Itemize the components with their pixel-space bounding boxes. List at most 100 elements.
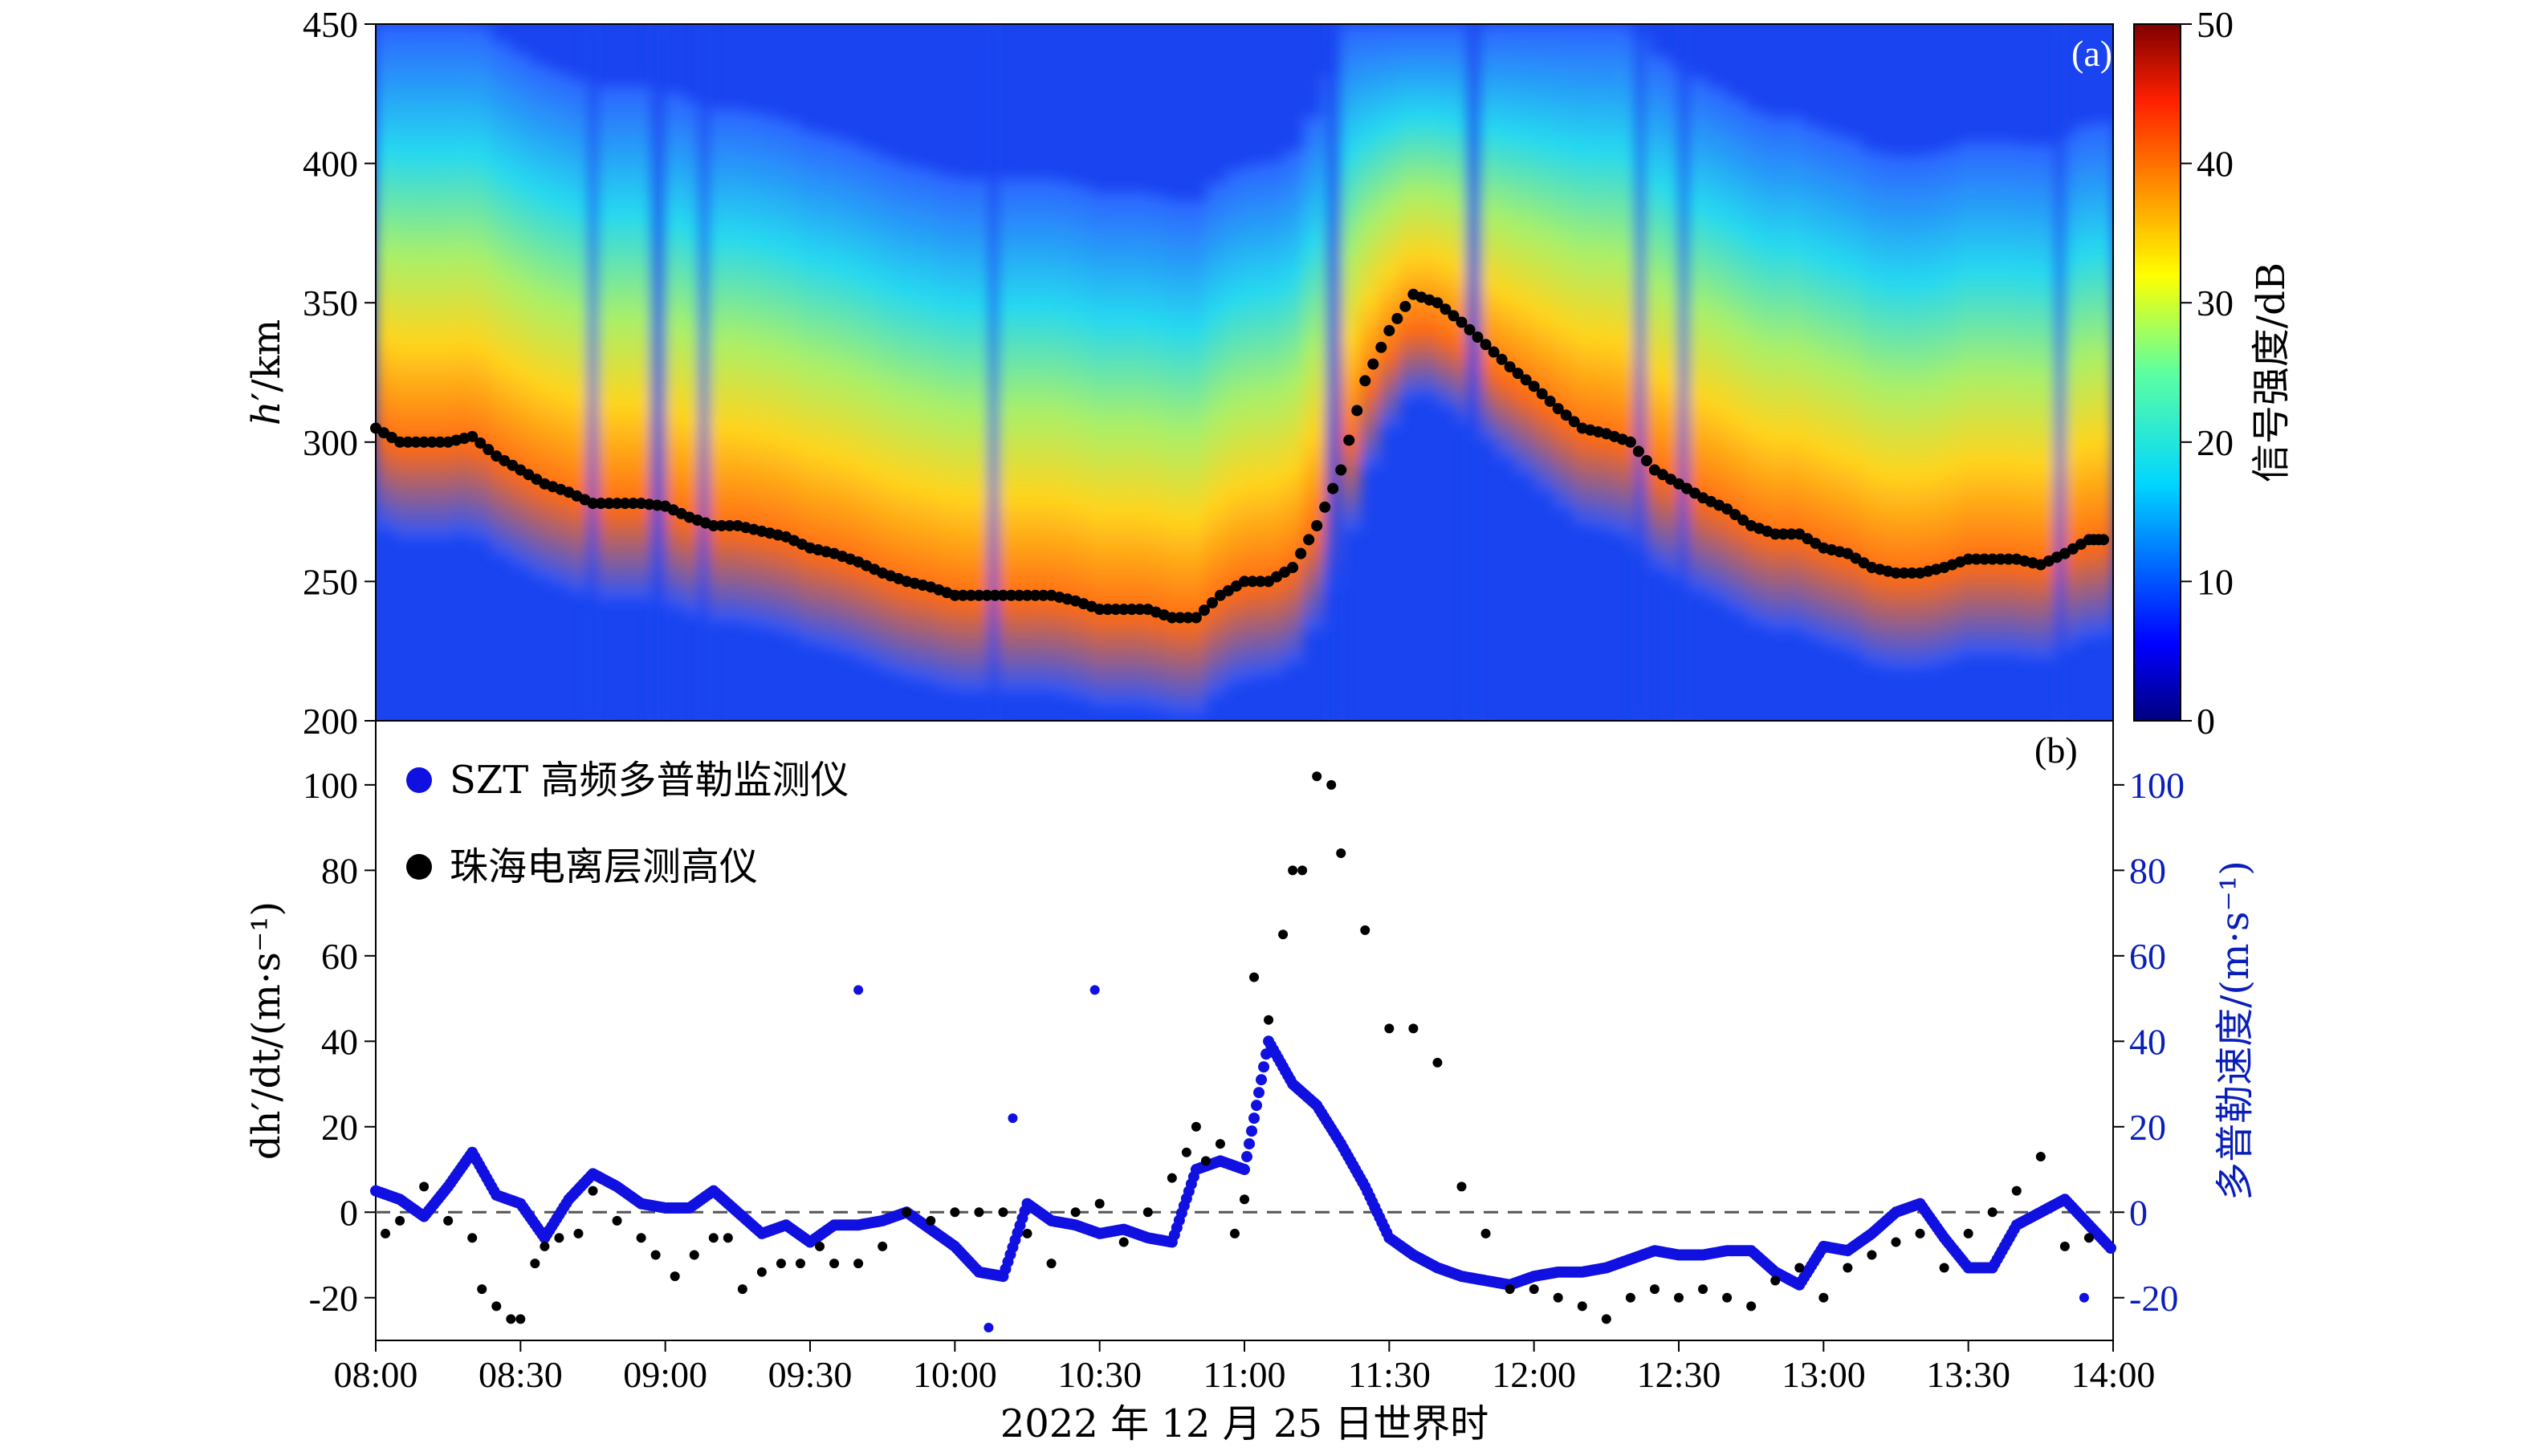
heatmap-dropout-stripe	[988, 24, 999, 721]
ionosonde-velocity-point	[506, 1314, 516, 1324]
ionosonde-height-point	[1512, 368, 1524, 380]
ionosonde-height-point	[1110, 604, 1122, 616]
heatmap-band-column	[549, 71, 570, 587]
heatmap-band-column	[1167, 199, 1187, 716]
heatmap-dropout-stripe	[588, 24, 598, 721]
heatmap-band-column	[1032, 177, 1053, 693]
ionosonde-height-point	[1287, 562, 1299, 574]
ionosonde-velocity-point	[950, 1207, 960, 1218]
ionosonde-velocity-point	[1200, 1156, 1211, 1166]
ionosonde-velocity-point	[1963, 1228, 1973, 1238]
ionosonde-height-point	[1568, 416, 1580, 428]
ionosonde-velocity-point	[1336, 848, 1346, 859]
doppler-point	[1248, 1112, 1260, 1125]
heatmap-band-column	[626, 85, 647, 601]
ionosonde-height-point	[587, 498, 599, 510]
heatmap-band-column	[761, 115, 782, 632]
ionosonde-velocity-point	[689, 1250, 699, 1260]
ionosonde-height-point	[619, 498, 631, 510]
ionosonde-height-point	[1448, 310, 1460, 322]
heatmap-band-column	[665, 92, 686, 608]
panel-b-ytick-label-right: -20	[2129, 1278, 2178, 1319]
x-tick-label: 10:30	[1057, 1354, 1142, 1395]
ionosonde-height-point	[1335, 464, 1347, 476]
ionosonde-height-point	[1890, 567, 1902, 579]
heatmap-band-column	[1399, 24, 1419, 400]
ionosonde-height-point	[1247, 575, 1259, 588]
ionosonde-velocity-point	[902, 1207, 912, 1218]
panel-b-ytick-label-right: 80	[2129, 850, 2166, 891]
heatmap-band-column	[1862, 149, 1883, 665]
ionosonde-height-point	[1488, 346, 1500, 358]
heatmap-band-column	[1012, 177, 1033, 693]
panel-b-ytick-label-left: 60	[321, 936, 358, 977]
x-tick-label: 11:00	[1203, 1354, 1285, 1395]
heatmap-band-column	[491, 40, 512, 557]
ionosonde-height-point	[1198, 604, 1210, 616]
ionosonde-velocity-point	[1480, 1228, 1491, 1238]
ionosonde-height-point	[611, 498, 623, 510]
panel-b-ytick-label-right: 20	[2129, 1107, 2166, 1148]
heatmap-dropout-stripe	[650, 24, 666, 721]
ionosonde-height-point	[474, 437, 487, 449]
ionosonde-velocity-point	[1625, 1292, 1635, 1303]
heatmap-band-column	[1089, 191, 1110, 707]
ionosonde-velocity-point	[708, 1233, 719, 1243]
heatmap-band-column	[742, 111, 763, 627]
panel-b-points	[370, 771, 2116, 1333]
panel-b-ytick-label-left: 80	[321, 850, 358, 891]
ionosonde-velocity-point	[1770, 1275, 1781, 1286]
ionosonde-velocity-point	[815, 1241, 825, 1251]
doppler-point	[1089, 985, 1100, 995]
heatmap-band-column	[1939, 148, 1960, 664]
ionosonde-height-point	[981, 589, 993, 601]
ionosonde-velocity-point	[2083, 1233, 2094, 1243]
ionosonde-velocity-point	[1240, 1194, 1249, 1205]
ionosonde-velocity-point	[1312, 771, 1322, 782]
heatmap-band-column	[1418, 24, 1439, 397]
heatmap-band-column	[607, 85, 628, 601]
heatmap-band-column	[1283, 149, 1304, 665]
ionosonde-height-point	[1729, 509, 1741, 521]
ionosonde-height-point	[1311, 519, 1323, 531]
heatmap-band-column	[1823, 132, 1844, 649]
heatmap-band-column	[1244, 163, 1265, 679]
heatmap-band-column	[897, 163, 918, 679]
ionosonde-height-point	[1102, 604, 1114, 616]
ionosonde-height-point	[1769, 528, 1782, 540]
heatmap-dropout-stripe	[698, 24, 709, 721]
ionosonde-velocity-point	[1094, 1198, 1105, 1209]
doppler-point	[853, 985, 864, 995]
ionosonde-height-point	[1496, 353, 1508, 365]
ionosonde-height-point	[1037, 589, 1049, 601]
panel-b-ytick-label-right: 0	[2129, 1192, 2148, 1233]
ionosonde-velocity-point	[1229, 1228, 1240, 1238]
ionosonde-height-point	[410, 436, 422, 448]
ionosonde-velocity-point	[1915, 1228, 1925, 1238]
heatmap-band-column	[1958, 140, 1979, 657]
ionosonde-height-point	[1464, 323, 1476, 336]
ionosonde-height-point	[1480, 339, 1492, 351]
heatmap-band-column	[511, 51, 531, 568]
doppler-point	[1253, 1087, 1265, 1099]
ionosonde-velocity-point	[588, 1186, 598, 1196]
ionosonde-height-point	[1624, 436, 1636, 448]
ionosonde-velocity-point	[1249, 972, 1260, 982]
panel-b-ytick-label-right: 40	[2129, 1021, 2166, 1062]
heatmap-band-column	[414, 24, 435, 540]
heatmap-band-column	[1920, 153, 1941, 669]
heatmap-band-column	[1495, 24, 1516, 461]
heatmap-band-column	[1360, 24, 1381, 469]
ionosonde-height-point	[2002, 553, 2014, 565]
x-tick-label: 08:30	[479, 1354, 563, 1395]
ionosonde-velocity-point	[491, 1301, 502, 1312]
ionosonde-velocity-point	[2059, 1241, 2070, 1251]
ionosonde-velocity-point	[795, 1259, 805, 1269]
ionosonde-height-point	[1343, 434, 1355, 446]
ionosonde-velocity-point	[1794, 1263, 1805, 1273]
ionosonde-velocity-point	[737, 1284, 747, 1295]
ionosonde-velocity-point	[1698, 1284, 1708, 1295]
ionosonde-velocity-point	[1746, 1301, 1757, 1312]
heatmap-band-column	[1727, 97, 1748, 613]
